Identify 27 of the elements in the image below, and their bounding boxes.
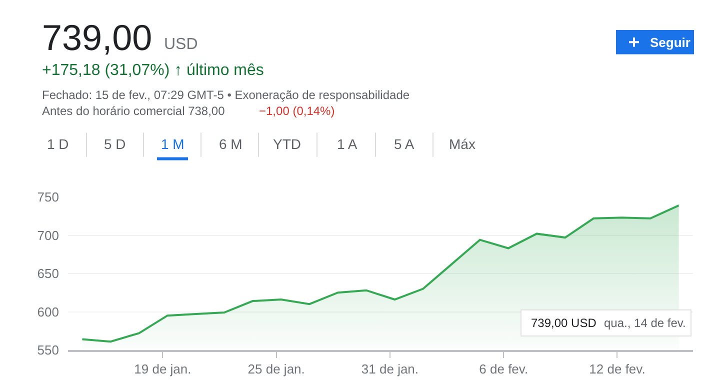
text: 1 M — [161, 136, 184, 152]
chart-title: 739,00 — [42, 17, 152, 58]
text: 6 M — [219, 136, 242, 152]
y-tick-label: 750 — [37, 190, 59, 205]
x-tick-label: 19 de jan. — [134, 362, 192, 377]
text: 1 D — [47, 136, 69, 152]
x-tick-label: 31 de jan. — [361, 362, 419, 377]
x-tick-label: 12 de fev. — [589, 362, 646, 377]
text: 1 A — [337, 136, 358, 152]
text: 5 D — [104, 136, 126, 152]
y-tick-label: 600 — [37, 304, 59, 320]
text: Antes do horário comercial 738,00 — [42, 104, 226, 118]
x-tick-label: 25 de jan. — [248, 362, 305, 377]
text: −1,00 (0,14%) — [259, 104, 335, 118]
text: USD — [164, 36, 198, 53]
text: Seguir — [650, 35, 690, 50]
annotation: 739,00 USD — [531, 316, 597, 330]
x-tick-label: 6 de fev. — [479, 362, 528, 377]
text: 5 A — [394, 136, 415, 152]
text: +175,18 (31,07%) ↑ último mês — [42, 62, 264, 79]
text: YTD — [273, 136, 301, 152]
y-tick-label: 650 — [37, 266, 59, 282]
y-tick-label: 700 — [37, 228, 59, 243]
text: Fechado: 15 de fev., 07:29 GMT-5 • Exoneração de responsabilidade — [42, 88, 410, 102]
y-tick-label: 550 — [37, 342, 59, 358]
annotation: qua., 14 de fev. — [604, 316, 686, 330]
text: Máx — [449, 136, 476, 152]
